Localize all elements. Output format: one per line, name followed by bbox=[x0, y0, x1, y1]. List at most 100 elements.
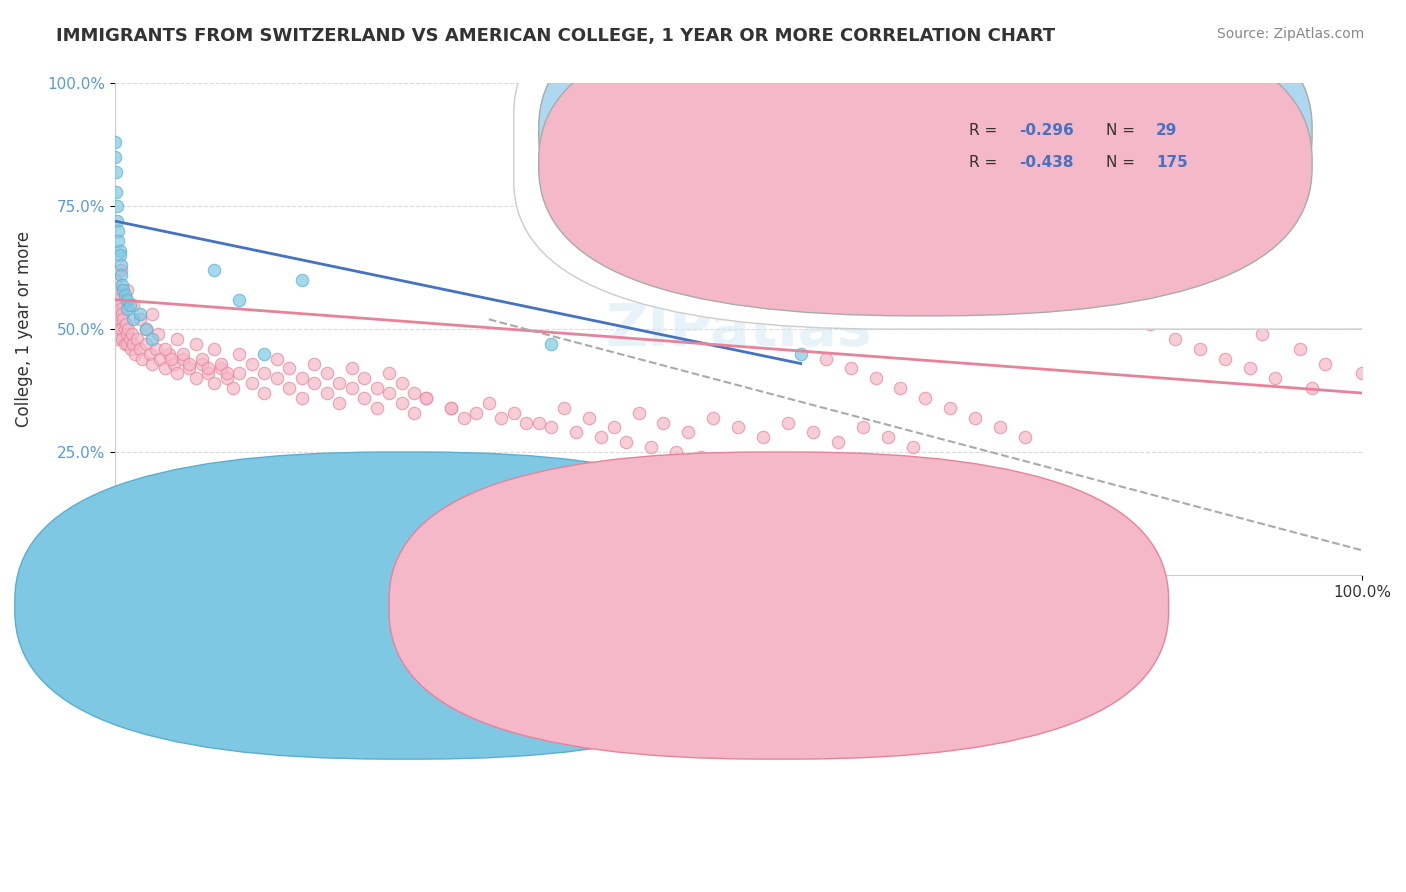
Point bbox=[104, 150, 127, 164]
Point bbox=[1288, 342, 1310, 356]
Point bbox=[104, 273, 127, 287]
Point bbox=[108, 244, 131, 258]
Point bbox=[752, 430, 775, 444]
Point bbox=[714, 455, 737, 469]
Point bbox=[565, 425, 588, 440]
Point bbox=[889, 381, 911, 395]
Point bbox=[141, 307, 163, 321]
Point bbox=[172, 347, 194, 361]
Point bbox=[627, 406, 650, 420]
Point bbox=[988, 420, 1011, 434]
Point bbox=[108, 322, 131, 336]
Point bbox=[1052, 277, 1074, 292]
Point bbox=[122, 337, 145, 351]
Point bbox=[104, 283, 127, 297]
Point bbox=[1313, 357, 1336, 371]
Point bbox=[110, 263, 132, 277]
Point bbox=[1239, 361, 1261, 376]
Text: IMMIGRANTS FROM SWITZERLAND VS AMERICAN COLLEGE, 1 YEAR OR MORE CORRELATION CHAR: IMMIGRANTS FROM SWITZERLAND VS AMERICAN … bbox=[56, 27, 1056, 45]
Point bbox=[107, 234, 129, 248]
Point bbox=[391, 396, 413, 410]
FancyBboxPatch shape bbox=[538, 12, 1312, 316]
Point bbox=[107, 312, 129, 326]
Point bbox=[765, 465, 787, 479]
Point bbox=[689, 450, 711, 464]
Point bbox=[1351, 367, 1374, 381]
Point bbox=[478, 396, 501, 410]
Point bbox=[1264, 371, 1286, 385]
Point bbox=[153, 361, 176, 376]
Point bbox=[527, 416, 550, 430]
FancyBboxPatch shape bbox=[513, 0, 1406, 329]
Point bbox=[141, 357, 163, 371]
Text: -0.438: -0.438 bbox=[1019, 154, 1073, 169]
Point bbox=[253, 347, 276, 361]
Point bbox=[128, 307, 150, 321]
Text: Immigrants from Switzerland: Immigrants from Switzerland bbox=[440, 604, 662, 619]
Text: -0.296: -0.296 bbox=[1019, 122, 1074, 137]
Point bbox=[665, 445, 688, 459]
Point bbox=[107, 293, 129, 307]
Point bbox=[114, 322, 136, 336]
Text: Americans: Americans bbox=[884, 604, 966, 619]
Point bbox=[115, 283, 138, 297]
Point bbox=[135, 322, 157, 336]
Point bbox=[128, 342, 150, 356]
Point bbox=[1152, 268, 1174, 282]
Point bbox=[678, 425, 700, 440]
Point bbox=[702, 410, 724, 425]
Point bbox=[112, 312, 135, 326]
Point bbox=[578, 410, 600, 425]
Point bbox=[121, 326, 143, 341]
Point bbox=[315, 386, 337, 401]
Point bbox=[159, 351, 181, 366]
Point bbox=[115, 326, 138, 341]
Point bbox=[110, 322, 132, 336]
Text: Source: ZipAtlas.com: Source: ZipAtlas.com bbox=[1216, 27, 1364, 41]
Point bbox=[778, 416, 800, 430]
Point bbox=[415, 391, 437, 405]
Point bbox=[540, 337, 562, 351]
Point bbox=[1014, 430, 1036, 444]
Point bbox=[315, 367, 337, 381]
Point bbox=[148, 351, 170, 366]
Point bbox=[202, 263, 225, 277]
Point bbox=[1101, 287, 1123, 301]
Point bbox=[328, 376, 350, 391]
Point bbox=[202, 376, 225, 391]
Point bbox=[172, 351, 194, 366]
Point bbox=[1088, 293, 1111, 307]
Point bbox=[222, 381, 245, 395]
Point bbox=[128, 312, 150, 326]
Point bbox=[952, 312, 974, 326]
Point bbox=[105, 199, 128, 213]
Point bbox=[108, 248, 131, 262]
Point bbox=[122, 312, 145, 326]
Point bbox=[378, 386, 401, 401]
Point bbox=[117, 322, 139, 336]
Point bbox=[965, 410, 987, 425]
Point bbox=[740, 459, 762, 474]
Point bbox=[839, 361, 862, 376]
Point bbox=[1064, 277, 1087, 292]
Point bbox=[328, 396, 350, 410]
Point bbox=[1326, 258, 1348, 272]
Point bbox=[215, 367, 238, 381]
Point bbox=[120, 342, 142, 356]
Point bbox=[138, 347, 160, 361]
Point bbox=[122, 297, 145, 311]
Point bbox=[914, 391, 936, 405]
Text: N =: N = bbox=[1107, 154, 1140, 169]
Point bbox=[215, 371, 238, 385]
Point bbox=[927, 293, 949, 307]
Point bbox=[540, 420, 562, 434]
Point bbox=[652, 416, 675, 430]
Point bbox=[118, 332, 141, 346]
Point bbox=[366, 381, 388, 395]
Point bbox=[553, 401, 575, 415]
Point bbox=[852, 420, 875, 434]
Point bbox=[114, 287, 136, 301]
Point bbox=[111, 307, 134, 321]
Point bbox=[1301, 381, 1323, 395]
Point bbox=[104, 312, 127, 326]
